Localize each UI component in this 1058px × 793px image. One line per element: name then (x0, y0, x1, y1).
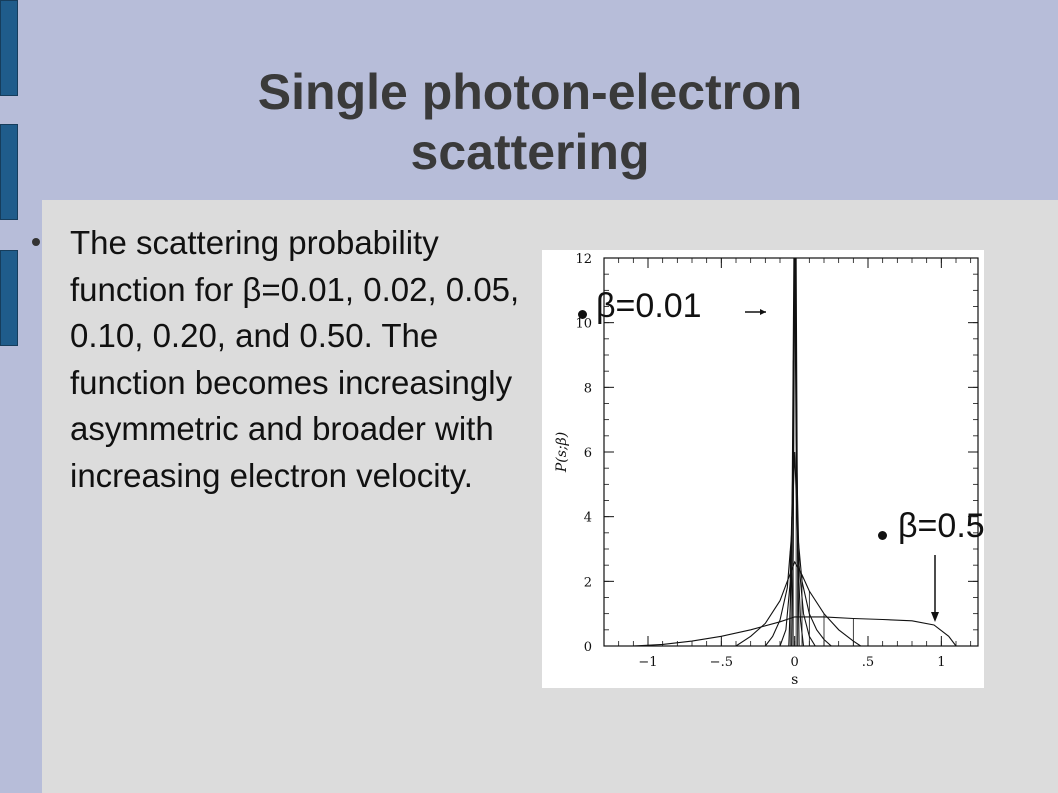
annotation-beta-low: β=0.01 (596, 287, 702, 325)
title-band (0, 0, 1058, 200)
decoration-bar-1 (0, 0, 18, 96)
bullet-text: The scattering probability function for … (70, 224, 520, 494)
annotation-bullet-dot-high (878, 531, 887, 540)
y-tick-label: 8 (584, 381, 592, 396)
x-tick-label: .5 (862, 655, 874, 670)
series-line-beta-0.2 (735, 560, 862, 646)
slide-title-line-1: Single photon-electron (257, 64, 803, 120)
left-decoration-strip (0, 0, 42, 793)
y-axis-label: P(s;β) (554, 432, 570, 473)
annotation-bullet-dot-low (578, 310, 587, 319)
slide-title-line-2: scattering (410, 124, 650, 180)
y-tick-label: 0 (584, 640, 592, 655)
bullet-dot (32, 238, 40, 246)
series-line-beta-0.05 (779, 258, 816, 646)
scattering-plot: −1 −.5 0.5 1 0 2 4 6 8 10 12 s P(s;β) (542, 250, 984, 688)
decoration-bar-2 (0, 124, 18, 220)
x-tick-label: 1 (937, 655, 945, 670)
x-tick-label: 0 (791, 655, 799, 670)
x-tick-label: −1 (638, 655, 657, 670)
y-tick-label: 6 (584, 446, 592, 461)
slide-title: Single photon-electron scattering (60, 62, 1000, 182)
y-tick-label: 10 (575, 317, 592, 332)
y-tick-label: 2 (584, 575, 592, 590)
x-tick-label: −.5 (710, 655, 733, 670)
y-tick-label: 4 (584, 511, 592, 526)
y-tick-label: 12 (575, 252, 592, 267)
x-axis-label: s (791, 672, 798, 688)
annotation-beta-high: β=0.5 (898, 507, 985, 545)
decoration-bar-3 (0, 250, 18, 346)
